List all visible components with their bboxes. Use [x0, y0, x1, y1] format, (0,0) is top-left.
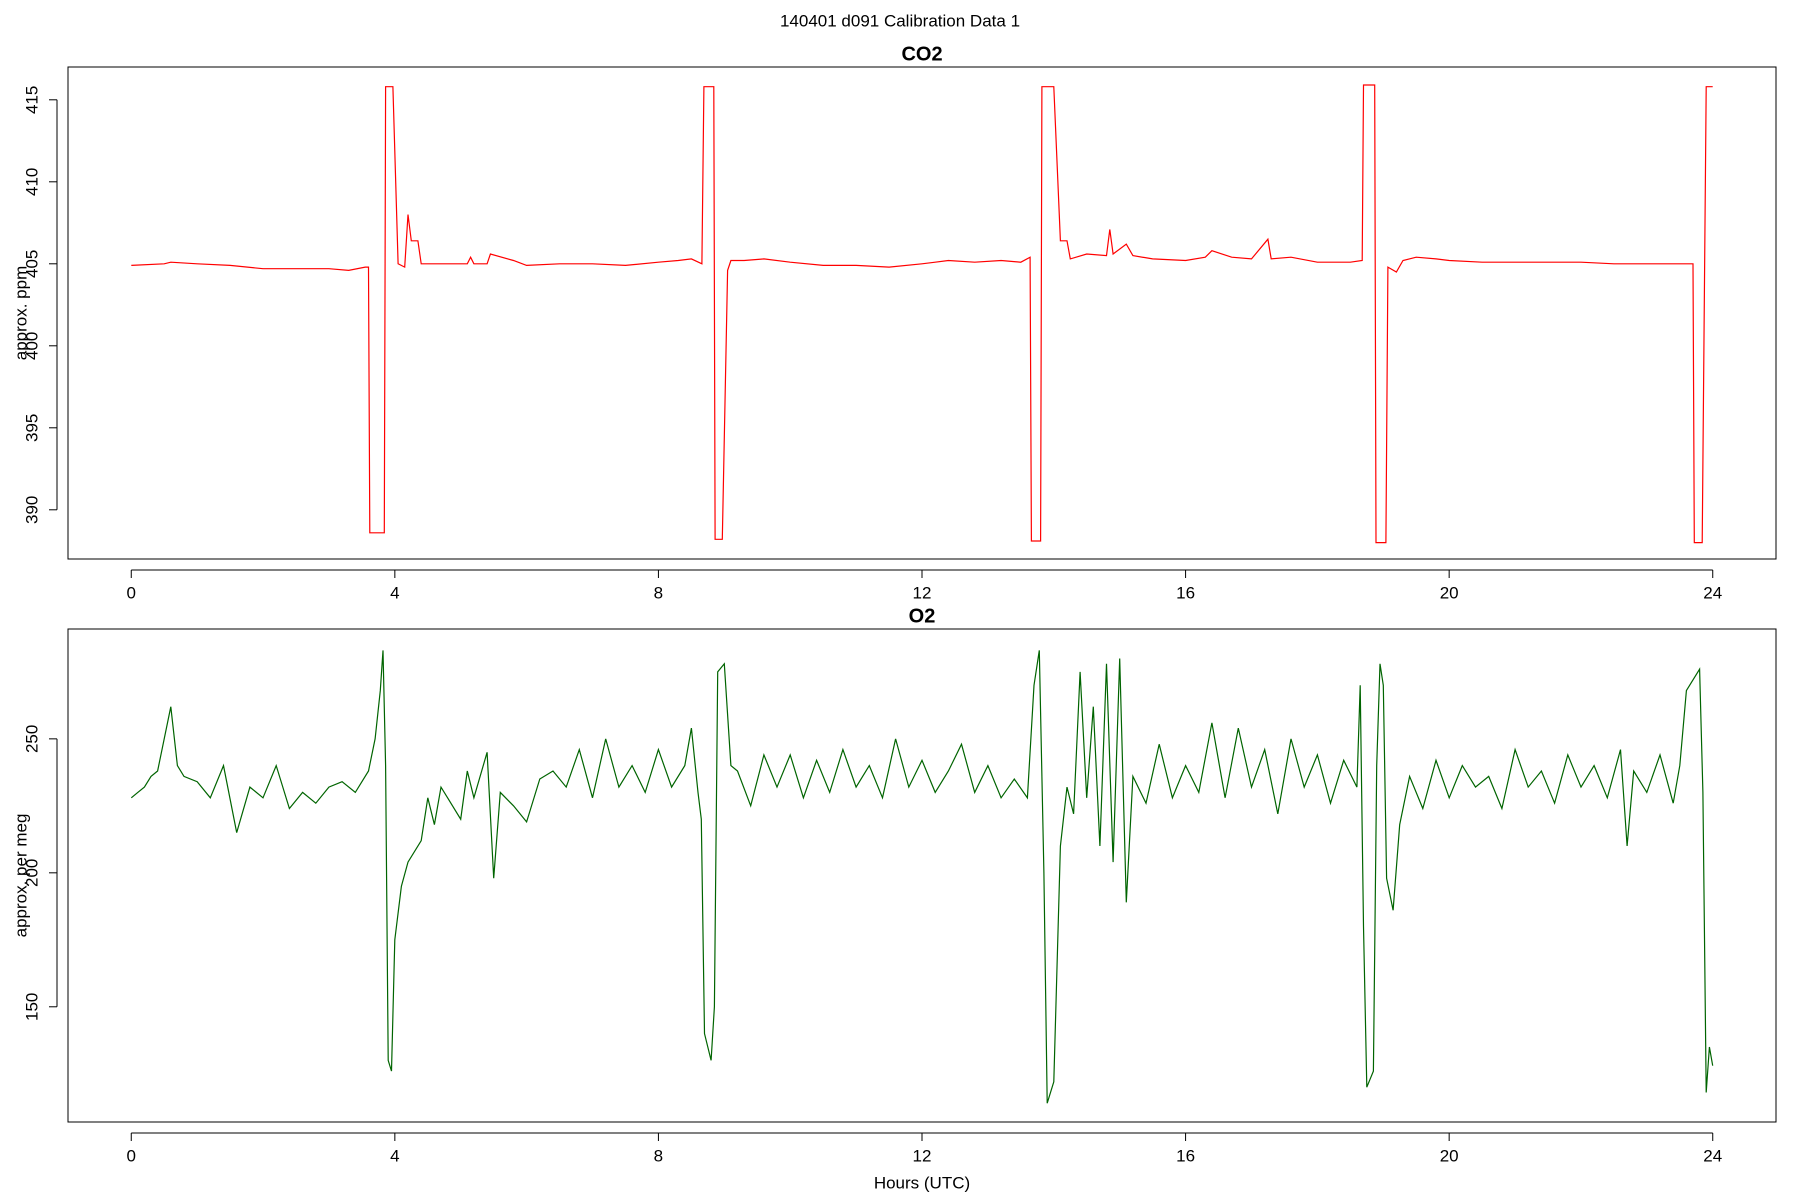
- y-tick-label: 410: [22, 168, 41, 196]
- x-tick-label: 24: [1703, 1146, 1722, 1165]
- x-tick-label: 16: [1176, 1146, 1195, 1165]
- plot-frame: [67, 66, 1777, 560]
- y-axis-label: approx. per meg: [11, 814, 30, 938]
- x-tick-label: 20: [1440, 1146, 1459, 1165]
- x-tick-label: 12: [913, 1146, 932, 1165]
- x-tick-label: 0: [127, 583, 136, 602]
- x-tick-label: 24: [1703, 583, 1722, 602]
- y-tick-label: 200: [22, 859, 41, 887]
- x-tick-label: 8: [654, 583, 663, 602]
- y-axis-label: approx. ppm: [11, 266, 30, 361]
- y-tick-label: 250: [22, 725, 41, 753]
- y-tick-label: 415: [22, 86, 41, 114]
- x-tick-label: 4: [390, 1146, 399, 1165]
- chart-title: O2: [909, 605, 936, 627]
- x-tick-label: 4: [390, 583, 399, 602]
- x-tick-label: 0: [127, 1146, 136, 1165]
- x-tick-label: 16: [1176, 583, 1195, 602]
- x-tick-label: 12: [913, 583, 932, 602]
- x-axis-label: Hours (UTC): [874, 1173, 970, 1192]
- chart-title: CO2: [901, 43, 942, 65]
- data-line: [131, 84, 1713, 544]
- y-tick-label: 405: [22, 250, 41, 278]
- data-line: [130, 650, 1714, 1104]
- y-tick-label: 400: [22, 332, 41, 360]
- y-tick-label: 150: [22, 993, 41, 1021]
- x-tick-label: 8: [654, 1146, 663, 1165]
- y-tick-label: 390: [22, 496, 41, 524]
- page-title: 140401 d091 Calibration Data 1: [780, 11, 1020, 30]
- y-tick-label: 395: [22, 414, 41, 442]
- plot-frame: [67, 628, 1777, 1123]
- x-tick-label: 20: [1440, 583, 1459, 602]
